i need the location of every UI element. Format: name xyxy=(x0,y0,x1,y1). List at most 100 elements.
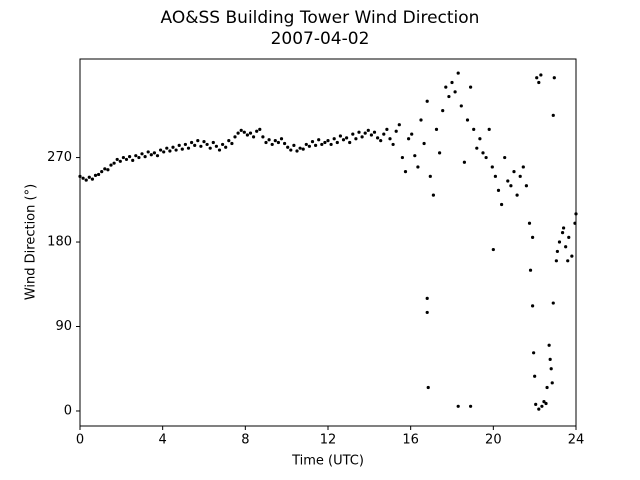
data-point xyxy=(261,135,265,139)
data-point xyxy=(564,245,568,249)
x-tick-label: 12 xyxy=(320,433,337,448)
data-point xyxy=(348,140,352,145)
data-point xyxy=(537,407,541,411)
data-point xyxy=(140,152,144,156)
data-point xyxy=(193,143,197,147)
data-point xyxy=(326,139,330,143)
data-point xyxy=(345,136,349,140)
data-point xyxy=(453,90,457,94)
data-point xyxy=(570,254,574,258)
x-tick-label: 0 xyxy=(76,433,84,448)
data-point xyxy=(152,151,156,155)
chart-subtitle: 2007-04-02 xyxy=(271,29,370,49)
data-point xyxy=(531,304,535,308)
data-point xyxy=(106,168,110,172)
data-point xyxy=(551,113,555,117)
data-point xyxy=(183,142,187,147)
data-point xyxy=(518,174,522,178)
data-point xyxy=(469,85,473,89)
data-point xyxy=(506,179,510,183)
data-point xyxy=(410,132,414,136)
y-tick-label: 270 xyxy=(47,150,72,165)
data-point xyxy=(472,127,476,131)
data-point xyxy=(202,139,206,144)
data-point xyxy=(93,173,98,177)
data-point xyxy=(533,374,537,378)
data-point xyxy=(279,137,284,141)
data-point xyxy=(425,296,429,300)
data-point xyxy=(535,76,539,80)
data-point xyxy=(128,155,132,159)
data-point xyxy=(159,148,163,152)
data-point xyxy=(566,259,570,263)
data-point xyxy=(270,142,274,147)
data-point xyxy=(532,351,536,355)
data-point xyxy=(493,174,497,178)
data-point xyxy=(478,137,482,141)
x-tick-label: 20 xyxy=(485,433,502,448)
data-point xyxy=(549,367,553,371)
data-point xyxy=(162,150,166,154)
data-point xyxy=(165,146,169,150)
data-point xyxy=(143,155,147,159)
data-point xyxy=(475,146,479,150)
data-point xyxy=(289,148,293,152)
data-point xyxy=(245,133,249,137)
data-point xyxy=(434,127,439,131)
data-point xyxy=(233,135,237,139)
data-point xyxy=(550,381,554,385)
data-point xyxy=(484,155,488,160)
data-point xyxy=(567,235,571,239)
data-point xyxy=(276,140,280,145)
data-point xyxy=(320,142,324,147)
data-point xyxy=(425,99,429,103)
data-point xyxy=(121,155,125,160)
data-point xyxy=(441,109,445,113)
data-point xyxy=(258,127,262,131)
data-point xyxy=(177,143,181,147)
data-point xyxy=(512,170,516,174)
data-point xyxy=(332,137,336,141)
data-point xyxy=(394,129,398,133)
data-point xyxy=(227,139,231,143)
data-point xyxy=(462,160,466,164)
x-tick-label: 4 xyxy=(159,433,167,448)
data-point xyxy=(323,140,327,145)
data-point xyxy=(180,147,184,151)
data-point xyxy=(205,142,209,147)
data-point xyxy=(230,141,234,146)
data-point xyxy=(103,167,107,171)
data-point xyxy=(503,155,507,160)
data-point xyxy=(171,145,175,149)
data-point xyxy=(214,144,218,148)
data-point xyxy=(403,170,408,174)
data-point xyxy=(354,137,358,141)
data-point xyxy=(283,141,287,146)
data-point xyxy=(252,135,256,139)
data-point xyxy=(239,128,243,132)
data-point xyxy=(450,80,454,85)
data-point xyxy=(97,172,101,177)
y-axis-label: Wind Direction (°) xyxy=(24,184,39,300)
data-point xyxy=(573,221,577,225)
data-point xyxy=(542,399,546,404)
data-point xyxy=(199,144,203,148)
data-point xyxy=(465,118,470,122)
data-point xyxy=(537,80,541,85)
data-point xyxy=(376,136,380,140)
data-point xyxy=(379,139,383,143)
data-point xyxy=(431,193,435,197)
data-point xyxy=(286,145,290,149)
data-point xyxy=(351,132,355,136)
data-point xyxy=(531,235,535,239)
data-point xyxy=(447,94,451,99)
data-point xyxy=(456,404,460,408)
data-point xyxy=(292,143,296,147)
data-point xyxy=(174,148,178,152)
data-point xyxy=(264,140,268,145)
data-point xyxy=(335,140,339,145)
data-point xyxy=(574,212,578,216)
data-point xyxy=(304,142,308,147)
data-point xyxy=(168,149,172,153)
data-point xyxy=(552,76,556,80)
